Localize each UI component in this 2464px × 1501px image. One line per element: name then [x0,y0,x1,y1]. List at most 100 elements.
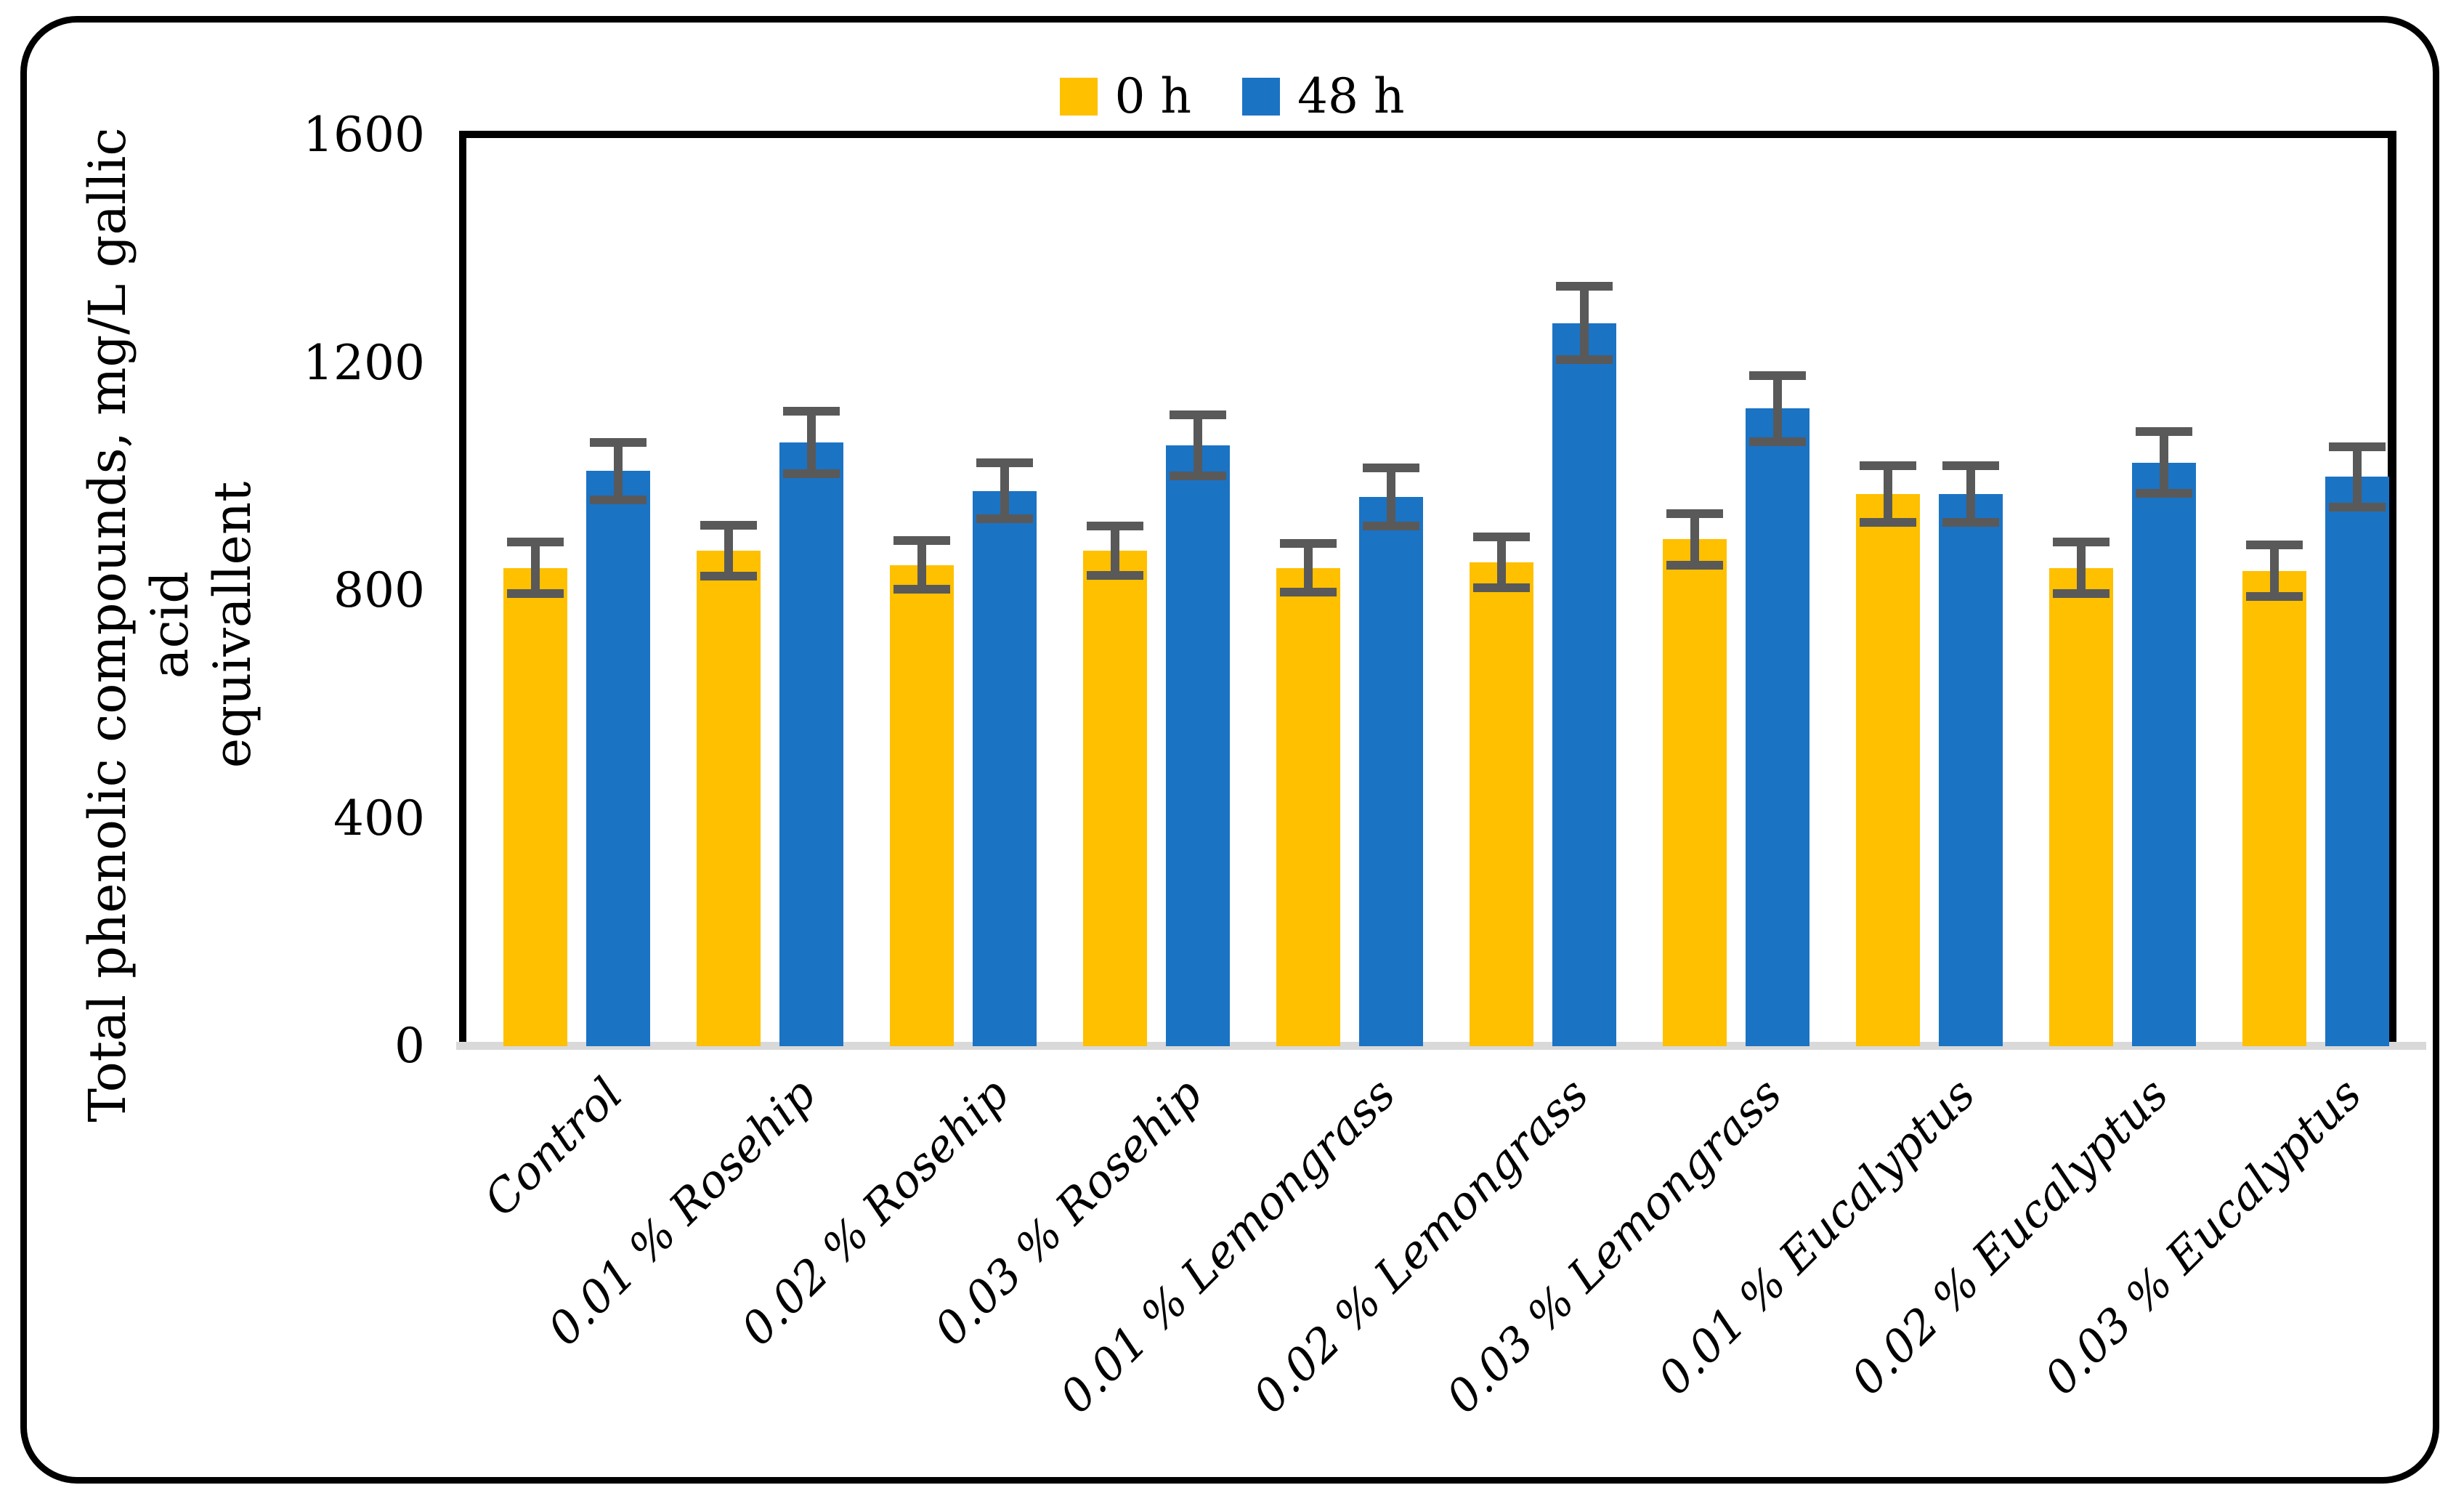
bar-0h-9 [2049,567,2113,1046]
error-bar-whisker [1304,543,1313,593]
y-tick-label: 1600 [303,107,425,163]
bar-48h-10 [2325,477,2389,1046]
bar-48h-7 [1746,408,1809,1046]
bar-48h-1 [586,471,650,1046]
y-tick-label: 800 [333,562,425,618]
error-bar-cap-top [1473,532,1530,541]
error-bar-cap-top [590,438,647,448]
legend-label: 48 h [1297,68,1405,124]
error-bar-whisker [807,411,816,474]
bar-0h-10 [2242,570,2306,1046]
bar-0h-5 [1276,567,1340,1046]
error-bar-cap-bottom [1087,570,1143,580]
error-bar-cap-bottom [1280,588,1337,597]
error-bar-whisker [1773,375,1782,442]
x-axis-line [456,1042,2426,1050]
legend-label: 0 h [1114,68,1191,124]
error-bar-whisker [614,442,623,500]
error-bar-cap-bottom [2329,502,2386,511]
error-bar-cap-top [783,407,840,416]
bar-48h-2 [779,442,843,1046]
figure-border [20,16,2439,1484]
bar-48h-4 [1166,445,1230,1046]
error-bar-cap-bottom [590,495,647,504]
legend-item: 0 h [1059,68,1191,124]
bar-48h-6 [1552,323,1616,1046]
error-bar-cap-bottom [976,514,1033,524]
error-bar-cap-bottom [1473,583,1530,593]
error-bar-cap-top [1749,371,1806,380]
error-bar-cap-bottom [507,588,564,598]
error-bar-cap-top [1087,522,1143,531]
plot-right-border [2388,131,2396,1048]
bar-0h-1 [503,567,567,1046]
error-bar-cap-bottom [1363,521,1419,530]
error-bar-cap-bottom [2246,591,2303,601]
error-bar-whisker [1497,536,1506,588]
error-bar-cap-bottom [893,585,950,594]
y-tick-label: 1200 [303,334,425,391]
error-bar-cap-top [2246,541,2303,550]
error-bar-cap-top [2136,427,2192,437]
error-bar-cap-top [1556,282,1613,291]
error-bar-whisker [1387,467,1395,526]
error-bar-cap-top [1363,463,1419,472]
error-bar-whisker [917,541,926,590]
bar-0h-8 [1856,493,1920,1046]
bar-48h-3 [973,490,1037,1046]
error-bar-cap-bottom [1749,437,1806,446]
error-bar-whisker [1000,463,1009,519]
error-bar-whisker [2077,542,2086,594]
bar-48h-9 [2132,462,2196,1046]
error-bar-whisker [724,525,733,577]
error-bar-cap-bottom [2136,488,2192,498]
error-bar-cap-bottom [1666,560,1723,570]
bar-0h-6 [1470,562,1533,1046]
legend: 0 h 48 h [0,71,2464,122]
bar-48h-8 [1939,493,2003,1046]
y-axis-line [459,131,466,1048]
error-bar-cap-top [893,536,950,546]
error-bar-cap-top [1942,461,1999,470]
bar-0h-3 [890,565,954,1046]
error-bar-whisker [1194,414,1202,477]
error-bar-cap-top [1860,461,1916,470]
y-tick-label: 400 [333,790,425,846]
x-tick-label: Control [474,1067,633,1226]
error-bar-whisker [1690,514,1699,565]
error-bar-cap-top [507,538,564,547]
error-bar-cap-bottom [700,572,757,581]
legend-swatch-icon [1242,78,1280,116]
error-bar-cap-bottom [1170,472,1226,481]
error-bar-whisker [2160,432,2168,493]
error-bar-cap-bottom [783,469,840,479]
error-bar-whisker [1111,526,1119,575]
bar-0h-7 [1663,539,1727,1046]
error-bar-cap-top [1170,410,1226,419]
error-bar-whisker [1884,465,1892,522]
bar-0h-4 [1083,551,1147,1046]
bar-0h-2 [697,551,761,1046]
legend-item: 48 h [1242,73,1404,121]
error-bar-whisker [1580,286,1589,360]
error-bar-whisker [2353,446,2362,507]
error-bar-whisker [531,542,540,594]
bar-48h-5 [1359,496,1423,1046]
error-bar-cap-bottom [1942,517,1999,527]
error-bar-cap-top [1666,509,1723,519]
error-bar-cap-top [700,520,757,530]
error-bar-whisker [2270,545,2279,596]
error-bar-cap-top [976,458,1033,468]
error-bar-cap-top [2053,538,2110,547]
error-bar-whisker [1966,465,1975,522]
error-bar-cap-bottom [1860,517,1916,527]
error-bar-cap-bottom [2053,588,2110,598]
legend-swatch-icon [1059,78,1098,116]
plot-top-border [459,131,2395,138]
error-bar-cap-top [2329,442,2386,451]
y-tick-label: 0 [394,1018,425,1074]
error-bar-cap-top [1280,538,1337,548]
error-bar-cap-bottom [1556,355,1613,364]
